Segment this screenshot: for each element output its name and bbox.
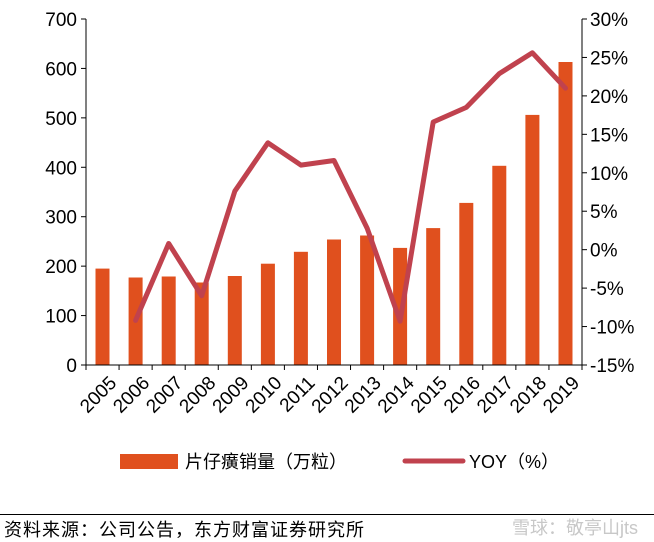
bar-2012: [327, 239, 341, 365]
yoy-line-series: [133, 50, 568, 324]
x-tick-label-2012: 2012: [308, 373, 353, 418]
bar-2010: [260, 263, 275, 365]
x-tick-label-2013: 2013: [341, 373, 386, 418]
right-tick-label: 15%: [590, 125, 628, 146]
left-tick-label: 100: [45, 307, 77, 328]
right-tick-label: -5%: [590, 279, 624, 300]
legend-bar-swatch: [120, 454, 178, 469]
left-tick-label: 400: [45, 158, 77, 179]
bar-2016: [459, 202, 474, 365]
right-axis-ticks: -15% -10% -5% 0% 5% 10% 15% 20% 25% 30%: [582, 10, 634, 377]
right-tick-label: -10%: [590, 318, 634, 339]
bar-2018: [525, 114, 540, 366]
bar-2017: [492, 165, 507, 365]
bar-2015: [426, 228, 441, 365]
x-tick-label-2016: 2016: [440, 373, 485, 418]
left-tick-label: 300: [45, 208, 77, 229]
left-tick-label: 0: [66, 356, 77, 377]
legend: 片仔癀销量（万粒） YOY（%）: [120, 452, 559, 472]
right-tick-label: 25%: [590, 48, 628, 69]
source-divider: [0, 514, 654, 515]
x-tick-label-2005: 2005: [76, 373, 121, 418]
x-tick-label-2007: 2007: [143, 373, 188, 418]
axes: [85, 19, 583, 366]
x-tick-label-2011: 2011: [276, 373, 320, 417]
x-tick-label-2018: 2018: [506, 373, 551, 418]
legend-bar-label: 片仔癀销量（万粒）: [185, 452, 347, 472]
x-tick-label-2009: 2009: [209, 373, 254, 418]
x-tick-label-2006: 2006: [109, 373, 154, 418]
right-tick-label: 10%: [590, 164, 628, 185]
bar-2013: [360, 235, 375, 365]
x-tick-label-2010: 2010: [242, 373, 287, 418]
bar-2019: [558, 62, 573, 365]
yoy-line: [133, 50, 568, 324]
legend-line-label: YOY（%）: [469, 452, 559, 472]
x-tick-label-2017: 2017: [473, 373, 518, 418]
chart: 0 100 200 300 400 500 600 700 -15% -10% -5% 0% 5% 10…: [45, 10, 634, 472]
left-tick-label: 700: [45, 10, 77, 31]
source-note: 资料来源：公司公告，东方财富证券研究所: [4, 520, 365, 540]
bar-series: [95, 62, 573, 366]
x-tick-label-2019: 2019: [539, 373, 584, 418]
watermark: 雪球：敬亭山jts: [512, 518, 638, 538]
x-tick-label-2015: 2015: [407, 373, 452, 418]
right-tick-label: 30%: [590, 10, 628, 31]
x-tick-label-2014: 2014: [374, 372, 419, 417]
left-tick-label: 600: [45, 59, 77, 80]
bar-2008: [194, 282, 209, 365]
bar-2007: [161, 276, 176, 365]
x-tick-label-2008: 2008: [176, 373, 221, 418]
right-tick-label: 20%: [590, 87, 628, 108]
bar-2005: [95, 268, 110, 365]
left-tick-label: 500: [45, 109, 77, 130]
left-axis-ticks: 0 100 200 300 400 500 600 700: [45, 10, 86, 377]
x-axis-ticks: 2005200620072008200920102011201220132014…: [76, 365, 584, 417]
bar-2009: [227, 276, 242, 365]
right-tick-label: 5%: [590, 202, 618, 223]
right-tick-label: -15%: [590, 356, 634, 377]
right-tick-label: 0%: [590, 241, 618, 262]
bar-2011: [293, 251, 308, 365]
left-tick-label: 200: [45, 257, 77, 278]
